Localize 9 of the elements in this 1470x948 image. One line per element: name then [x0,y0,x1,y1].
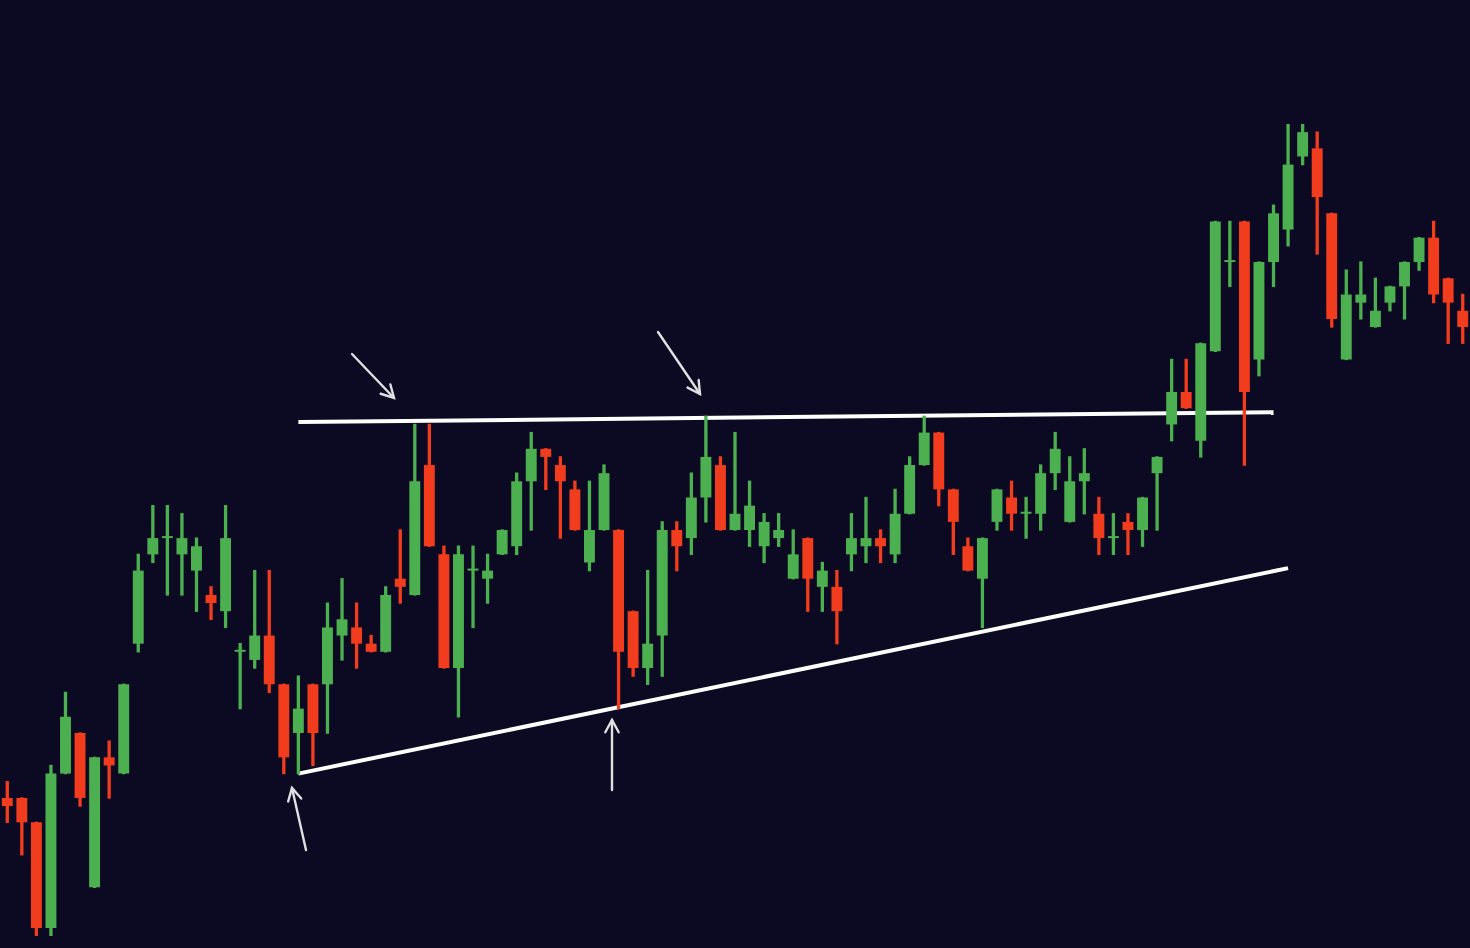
candlestick [729,431,741,531]
candlestick [336,578,348,661]
candlestick [103,740,115,799]
candlestick [467,545,479,629]
candlestick [860,496,872,564]
candlestick [205,586,217,620]
candlestick [176,513,188,596]
candlestick [1151,456,1163,531]
candlestick [1122,513,1134,556]
